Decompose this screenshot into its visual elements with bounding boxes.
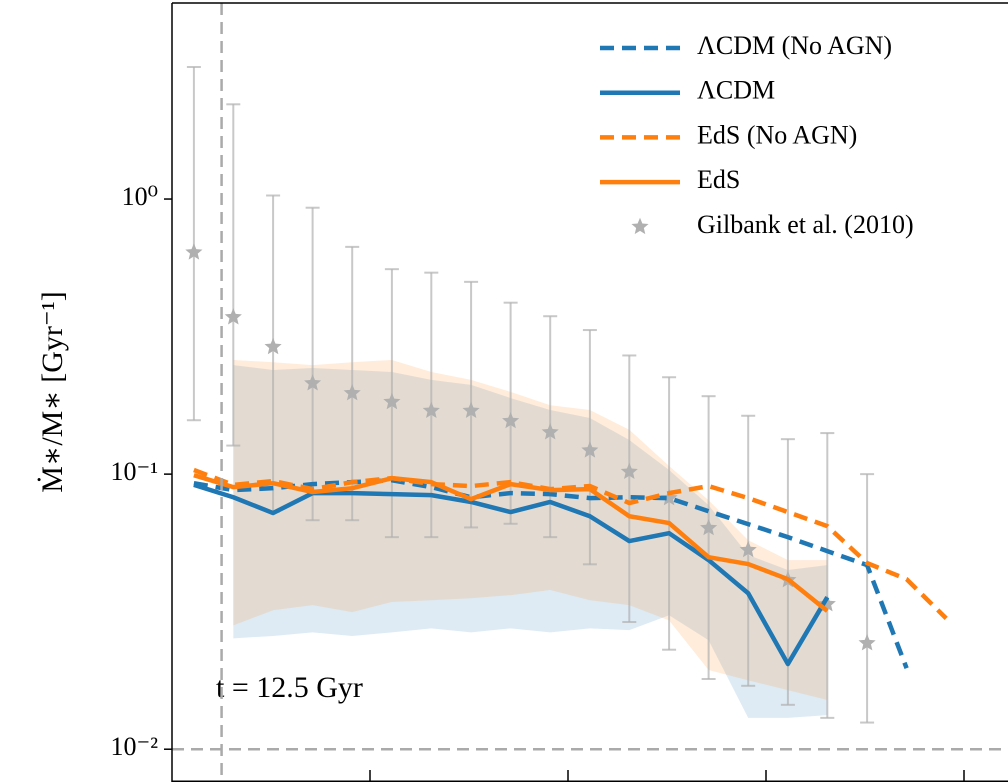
y-tick-label: 10⁻² (110, 732, 158, 761)
line (193, 482, 830, 667)
star-marker (858, 634, 876, 651)
star-marker (304, 374, 322, 391)
legend-label: Gilbank et al. (2010) (697, 210, 914, 239)
star-marker (620, 462, 638, 480)
legend-label: ΛCDM (697, 76, 775, 105)
star-marker (462, 401, 480, 419)
y-tick-label: 10⁰ (122, 182, 158, 211)
legend-label: EdS (No AGN) (697, 120, 857, 149)
star-marker (739, 540, 757, 558)
line (193, 473, 829, 613)
legend-label: ΛCDM (No AGN) (697, 31, 892, 60)
star-marker (224, 308, 242, 325)
band (233, 365, 828, 718)
plot-area (172, 3, 1008, 782)
star-marker (502, 412, 520, 429)
star-marker (383, 392, 401, 410)
annotation: t = 12.5 Gyr (216, 671, 363, 704)
legend-label: EdS (697, 165, 740, 194)
legend: ΛCDM (No AGN) ΛCDM EdS (No AGN) EdS Gilbank … (600, 31, 914, 239)
star-marker (700, 519, 718, 536)
star-marker (185, 243, 203, 260)
star-marker (343, 384, 361, 401)
line (193, 478, 909, 670)
y-axis-label: Ṁ∗/M∗ [Gyr⁻¹] (36, 291, 69, 492)
star-marker (660, 489, 678, 506)
star-marker (541, 423, 559, 440)
band (233, 359, 828, 700)
y-tick-label: 10⁻¹ (110, 457, 158, 486)
star-marker (264, 337, 282, 355)
star-marker (581, 441, 599, 458)
legend-marker (631, 217, 649, 235)
star-marker (422, 401, 440, 419)
